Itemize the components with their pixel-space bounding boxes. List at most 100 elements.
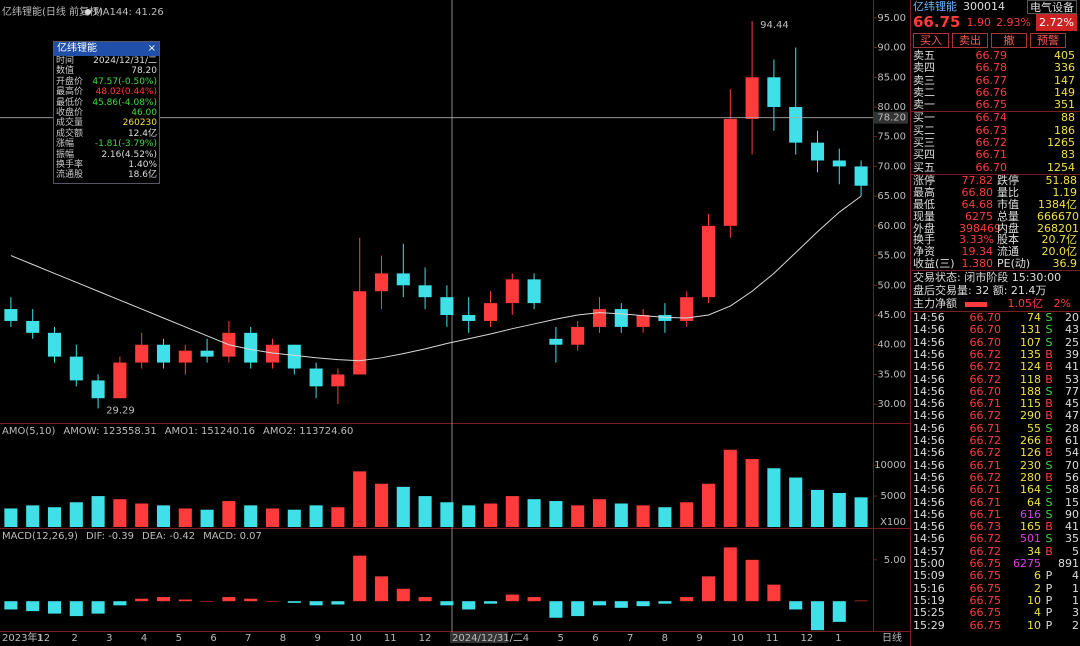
button-row: 买入 卖出撤预警 xyxy=(911,31,1080,50)
info-row: 换手率 1.40% xyxy=(54,160,159,170)
info-row: 成交量 260230 xyxy=(54,118,159,128)
ma-legend: MA144: 41.26 xyxy=(94,7,164,18)
crosshair-label: 78.20 xyxy=(877,113,906,124)
y-tick-label: 5.00 xyxy=(884,555,906,566)
tick-volume: 266 xyxy=(1020,434,1041,448)
candle-body xyxy=(265,344,280,363)
order-volume: 405 xyxy=(1054,49,1075,62)
bar xyxy=(309,505,323,527)
candle-body xyxy=(767,77,781,107)
info-label: 成交额 xyxy=(56,128,84,139)
bar xyxy=(527,597,541,602)
bar xyxy=(614,503,628,527)
bar xyxy=(47,507,62,527)
bar xyxy=(745,459,759,527)
order-label: 卖二 xyxy=(913,85,935,99)
stock-name: 亿纬锂能 xyxy=(913,0,957,13)
bar xyxy=(701,576,716,602)
candle-body xyxy=(527,279,541,304)
stat-label: 最高 xyxy=(913,185,935,199)
change-pct: 2.93% xyxy=(995,16,1031,29)
button[interactable]: 卖出 xyxy=(952,33,988,48)
panel-legend: DIF: -0.39 xyxy=(86,531,134,542)
stat-value: 1.380 xyxy=(961,257,994,271)
order-label: 买五 xyxy=(913,160,935,174)
info-box: 亿纬锂能 × 时间 2024/12/31/二 数值 78.20 开盘价 47.57(-0.5… xyxy=(53,41,160,184)
stat-row: 涨停 77.82 跌停 51.88 xyxy=(911,173,1080,187)
x-tick-label: 10 xyxy=(731,633,744,644)
tick-count: 61 xyxy=(1065,434,1079,448)
tick-row: 14:56 66.73 165 B 41 xyxy=(911,520,1080,534)
bar xyxy=(854,600,868,602)
x-tick-label: 8 xyxy=(662,633,668,644)
tick-side: S xyxy=(1045,311,1053,325)
bar xyxy=(4,508,18,527)
info-value: 48.02(0.44%) xyxy=(95,87,157,98)
tick-count: 4 xyxy=(1072,569,1079,583)
info-row: 开盘价 47.57(-0.50%) xyxy=(54,77,159,87)
info-label: 流通股 xyxy=(56,170,84,181)
x-tick-label: 3 xyxy=(106,633,112,644)
bar xyxy=(331,601,345,605)
info-label: 数值 xyxy=(56,66,75,77)
tick-price: 66.72 xyxy=(969,347,1002,361)
bar xyxy=(331,507,345,527)
info-label: 成交量 xyxy=(56,118,84,129)
order-volume: 1265 xyxy=(1047,136,1075,150)
tick-row: 14:56 66.71 55 S 28 xyxy=(911,422,1080,435)
order-price: 66.79 xyxy=(975,49,1008,62)
order-price: 66.77 xyxy=(975,73,1008,87)
stat-value: 268201 xyxy=(1037,221,1079,235)
tick-row: 15:19 66.75 10 P 1 xyxy=(911,594,1080,607)
info-title-bar: 亿纬锂能 × xyxy=(54,42,159,56)
x-tick-label: 2 xyxy=(71,633,77,644)
bar xyxy=(483,503,498,527)
flow-value: 1.05亿 xyxy=(1007,297,1044,311)
x-tick-label: 6 xyxy=(210,633,216,644)
tick-count: 15 xyxy=(1065,495,1079,509)
tick-price: 66.70 xyxy=(969,311,1002,325)
panel-legend: AMOW: 123558.31 xyxy=(63,426,156,437)
button[interactable]: 预警 xyxy=(1030,33,1066,48)
bar xyxy=(462,505,476,527)
bar xyxy=(178,599,192,602)
tick-count: 54 xyxy=(1065,446,1079,460)
info-row: 最低价 45.86(-4.08%) xyxy=(54,98,159,108)
order-volume: 83 xyxy=(1061,148,1075,162)
bar xyxy=(723,547,737,602)
close-icon[interactable]: × xyxy=(147,43,156,54)
button[interactable]: 买入 xyxy=(913,33,949,48)
info-row: 收盘价 46.00 xyxy=(54,108,159,118)
y-tick-label: 90.00 xyxy=(877,43,906,54)
x-tick-label: 8 xyxy=(280,633,286,644)
info-label: 最低价 xyxy=(56,97,84,108)
stat-row: 换手 3.33% 股本 20.7亿 xyxy=(911,234,1080,246)
order-row: 买二 66.73 186 xyxy=(911,123,1080,137)
candle-body xyxy=(69,356,83,381)
info-value: 47.57(-0.50%) xyxy=(92,76,157,87)
tick-price: 66.75 xyxy=(969,618,1002,632)
bar xyxy=(810,601,825,631)
x-tick-label: 9 xyxy=(696,633,702,644)
tick-side: P xyxy=(1045,606,1053,620)
flow-label: 主力净额 xyxy=(913,297,957,311)
order-price: 66.76 xyxy=(975,85,1008,99)
tick-side: B xyxy=(1045,470,1053,484)
button[interactable]: 撤 xyxy=(991,33,1027,48)
order-price: 66.75 xyxy=(975,98,1008,112)
tick-volume: 34 xyxy=(1027,544,1041,558)
x-tick-label: 12 xyxy=(419,633,432,644)
tick-time: 14:56 xyxy=(913,520,945,534)
tick-price: 66.70 xyxy=(969,335,1002,349)
last-price: 66.75 xyxy=(913,13,961,31)
tick-row: 14:56 66.72 124 B 41 xyxy=(911,360,1080,373)
order-label: 买二 xyxy=(913,123,935,137)
kline-chart: 95.0090.0085.0080.0075.0070.0065.0060.00… xyxy=(0,0,910,644)
tick-volume: 10 xyxy=(1027,618,1041,632)
tick-price: 66.71 xyxy=(969,397,1002,411)
y-tick-label: 35.00 xyxy=(877,369,906,380)
candle-body xyxy=(549,338,563,345)
order-label: 买四 xyxy=(913,148,935,162)
tick-time: 15:16 xyxy=(913,581,945,595)
